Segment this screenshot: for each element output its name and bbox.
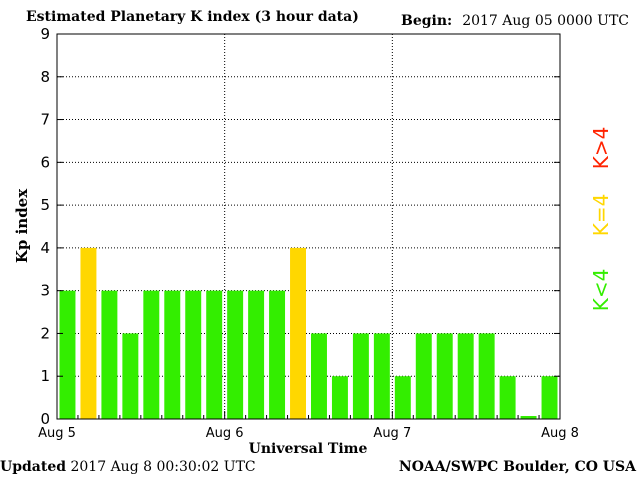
y-axis-label: Kp index	[13, 188, 31, 263]
kp-bar	[59, 290, 76, 419]
y-tick-label: 7	[40, 111, 50, 129]
kp-bar	[164, 290, 181, 419]
y-tick-label: 0	[40, 410, 50, 428]
x-axis-label: Universal Time	[249, 441, 368, 457]
kp-bar	[248, 290, 265, 419]
kp-bar	[122, 333, 139, 419]
kp-bar	[185, 290, 202, 419]
x-tick-label: Aug 5	[38, 426, 76, 441]
legend-low: K<4	[589, 269, 613, 312]
legend-high: K>4	[589, 127, 613, 170]
y-tick-label: 3	[40, 282, 50, 300]
kp-bar	[80, 247, 97, 419]
source-credit: NOAA/SWPC Boulder, CO USA	[398, 459, 636, 475]
kp-bar	[436, 333, 453, 419]
updated-label: Updated	[0, 459, 67, 475]
y-tick-label: 6	[40, 153, 50, 171]
kp-bar	[373, 333, 390, 419]
x-tick-label: Aug 6	[206, 426, 244, 441]
legend-mid: K=4	[589, 194, 613, 237]
kp-bar	[290, 247, 306, 419]
chart-title: Estimated Planetary K index (3 hour data…	[26, 9, 359, 25]
kp-bar	[499, 376, 516, 419]
begin-value: 2017 Aug 05 0000 UTC	[462, 13, 630, 29]
updated-value: 2017 Aug 8 00:30:02 UTC	[70, 459, 256, 475]
kp-bar	[457, 333, 474, 419]
kp-bar	[269, 290, 286, 419]
kp-bar	[206, 290, 223, 419]
kp-bar	[394, 376, 411, 419]
kp-bar	[101, 290, 118, 419]
y-tick-label: 2	[40, 324, 50, 342]
kp-bar	[311, 333, 327, 419]
kp-bar	[331, 376, 348, 419]
kp-bar	[227, 290, 244, 419]
begin-info: Begin: 2017 Aug 05 0000 UTC	[401, 13, 629, 29]
y-tick-label: 9	[40, 25, 50, 43]
y-tick-label: 5	[40, 196, 50, 214]
kp-bar	[541, 376, 558, 419]
x-tick-label: Aug 7	[373, 426, 411, 441]
begin-label: Begin:	[401, 13, 453, 29]
y-tick-label: 8	[40, 68, 50, 86]
x-tick-label: Aug 8	[541, 426, 579, 441]
kp-bar	[478, 333, 495, 419]
kp-bar	[143, 290, 160, 419]
updated-info: Updated 2017 Aug 8 00:30:02 UTC	[0, 459, 256, 475]
y-tick-label: 1	[40, 367, 50, 385]
y-tick-label: 4	[40, 239, 50, 257]
kp-bar	[415, 333, 432, 419]
kp-bar	[352, 333, 369, 419]
kp-bar	[520, 416, 537, 419]
